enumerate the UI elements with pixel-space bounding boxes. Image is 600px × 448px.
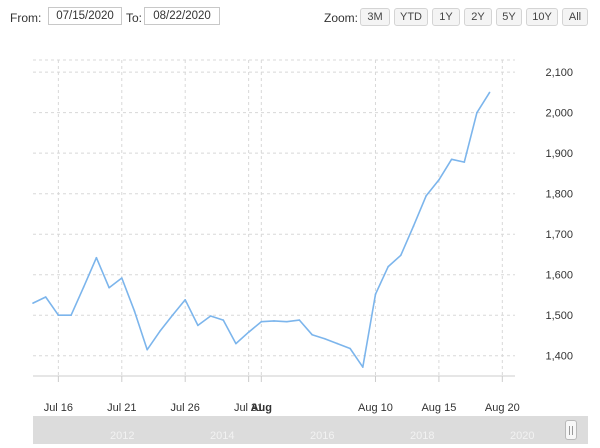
data-point [108,286,110,289]
zoom-10y-button[interactable]: 10Y [526,8,558,26]
y-tick-label: 1,800 [545,189,573,201]
data-point [260,320,263,323]
data-point [336,342,339,345]
x-tick-label: Jul 16 [44,402,73,414]
zoom-all-button[interactable]: All [562,8,588,26]
data-point [298,319,301,321]
data-point [387,265,390,268]
navigator-year-label: 2020 [510,430,535,442]
grid [33,59,515,376]
range-selector: From: 07/15/2020 To: 08/22/2020 Zoom: 3M… [0,0,600,36]
data-point [184,299,186,301]
data-point [70,314,72,317]
navigator[interactable]: 2012 2014 2016 2018 2020 [33,416,588,444]
to-date-input[interactable]: 08/22/2020 [144,7,220,25]
y-axis: 1,400 1,500 1,600 1,700 1,800 1,900 2,000 2,100 [545,67,573,363]
data-point [133,310,136,313]
data-point [247,331,250,334]
zoom-1y-button[interactable]: 1Y [432,8,460,26]
x-tick-label: Aug 15 [421,402,456,414]
data-point [121,277,123,279]
zoom-5y-button[interactable]: 5Y [496,8,522,26]
data-point [222,319,225,321]
data-point [44,296,47,298]
to-label: To: [126,11,143,25]
data-point [57,314,60,317]
data-point [146,348,148,351]
data-point [488,91,491,94]
y-tick-label: 1,700 [545,229,573,241]
x-tick-label: Aug 10 [358,402,393,414]
navigator-year-label: 2014 [210,430,235,442]
data-point [171,314,174,317]
data-point [197,324,199,327]
data-point [323,337,326,340]
price-line-chart: 1,400 1,500 1,600 1,700 1,800 1,900 2,000 2,100… [32,59,573,414]
navigator-year-label: 2012 [110,430,135,442]
data-point [374,293,377,296]
data-point [273,320,275,322]
navigator-handle[interactable] [565,420,577,440]
x-tick-label: Aug [251,402,272,414]
from-date-input[interactable]: 07/15/2020 [48,7,122,25]
data-point [476,111,478,114]
data-point [400,254,402,257]
data-point [32,302,34,304]
navigator-year-label: 2018 [410,430,435,442]
data-point [311,333,313,336]
x-tick-label: Jul 21 [107,402,136,414]
data-point [412,225,415,227]
data-point [209,315,212,317]
data-point [159,330,161,333]
data-point [82,286,85,288]
y-tick-label: 2,000 [545,108,573,120]
x-tick-label: Aug 20 [485,402,520,414]
y-tick-label: 1,600 [545,270,573,282]
zoom-3m-button[interactable]: 3M [360,8,390,26]
y-tick-label: 1,400 [545,351,573,363]
zoom-ytd-button[interactable]: YTD [394,8,428,26]
data-point [349,347,351,350]
from-label: From: [10,11,42,25]
x-tick-label: Jul 31 [234,402,263,414]
zoom-label: Zoom: [324,11,359,25]
y-tick-label: 1,500 [545,310,573,322]
data-point [438,179,440,181]
data-point [463,161,466,163]
navigator-year-label: 2016 [310,430,335,442]
data-point [450,158,453,161]
data-point [285,320,288,323]
y-tick-label: 2,100 [545,67,573,79]
data-point [362,366,364,368]
zoom-2y-button[interactable]: 2Y [464,8,492,26]
data-point [425,194,428,197]
series-line-group [32,91,491,368]
x-tick-label: Jul 26 [171,402,200,414]
data-point [95,256,98,259]
y-tick-label: 1,900 [545,148,573,160]
data-point [235,342,237,345]
